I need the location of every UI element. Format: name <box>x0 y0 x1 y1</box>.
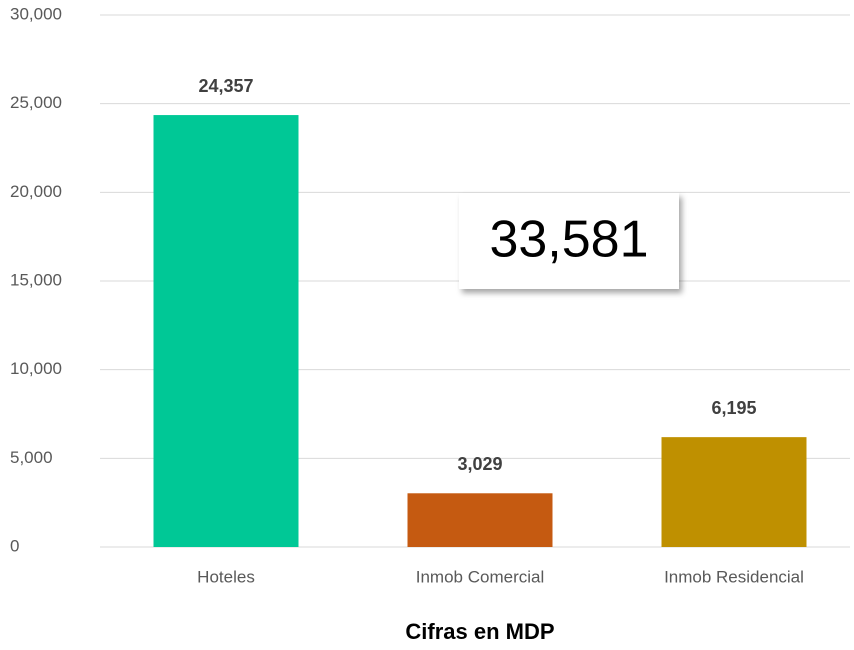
annotation: 33,581 <box>489 211 648 269</box>
y-tick-label: 10,000 <box>10 359 62 378</box>
data-label: 6,195 <box>711 398 756 418</box>
bar <box>407 493 553 547</box>
x-tick-label: Hoteles <box>197 567 255 586</box>
y-tick-label: 15,000 <box>10 270 62 289</box>
x-tick-label: Inmob Comercial <box>416 567 545 586</box>
y-tick-label: 25,000 <box>10 93 62 112</box>
bar <box>661 437 807 547</box>
data-label: 24,357 <box>198 76 253 96</box>
annotation-box <box>459 193 679 289</box>
data-label: 3,029 <box>457 454 502 474</box>
x-tick-label: Inmob Residencial <box>664 567 804 586</box>
y-tick-label: 20,000 <box>10 182 62 201</box>
x-axis-title: Cifras en MDP <box>405 619 554 644</box>
y-tick-label: 0 <box>10 536 19 555</box>
y-tick-label: 30,000 <box>10 4 62 23</box>
y-tick-label: 5,000 <box>10 448 53 467</box>
bar <box>153 115 299 547</box>
